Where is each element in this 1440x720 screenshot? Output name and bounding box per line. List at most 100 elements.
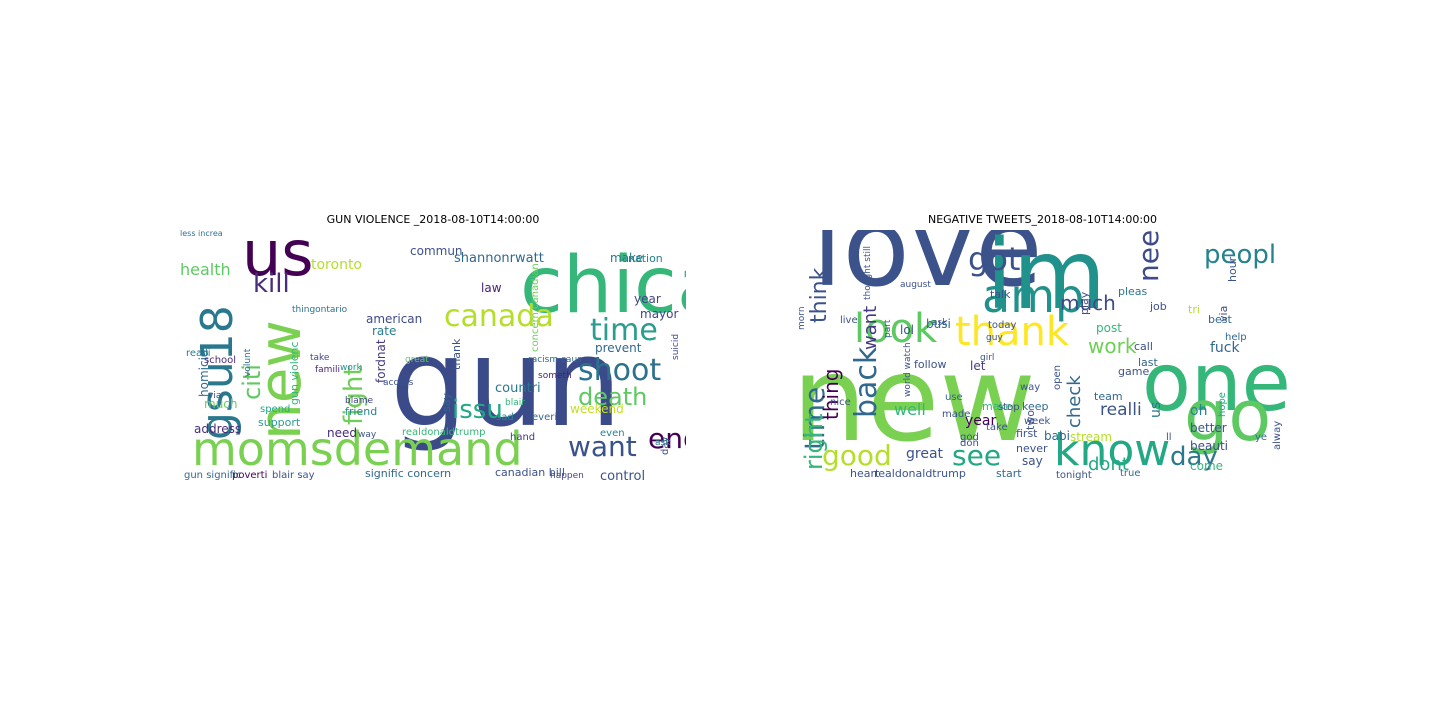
word-suicid: suicid [671,334,681,360]
word-first: first [1016,427,1038,440]
word-health: health [180,260,231,279]
word-gun-signific: gun signific [184,470,241,481]
word-shoot: shoot [578,353,661,388]
word-heart: heart [850,467,880,480]
word-homicid: homicid [197,349,211,397]
word-keep: keep [1022,400,1049,413]
word-alway: alway [1272,421,1283,450]
word-tri: tri [1188,303,1200,316]
word-school: school [204,355,236,366]
word-hand: hand [510,432,535,443]
word-right: right [800,414,828,470]
word-toronto: toronto [311,257,362,273]
word-fight: fight [339,365,369,425]
word-pleas: pleas [1118,285,1148,298]
word-kill: kill [253,269,290,299]
word-open: open [1052,365,1063,390]
word-let: let [970,359,986,373]
word-back: back [849,346,884,418]
word-girl: girl [980,353,994,363]
word-american: american [366,312,422,326]
word-want: want [860,306,881,350]
word-thank: thank [450,338,463,370]
word-say: say [1022,454,1043,468]
word-everi: everi [532,412,557,423]
word-need: need [327,426,357,440]
word-rate: rate [372,324,396,338]
word-two: two [1024,410,1037,430]
word-work: work [340,363,363,373]
word-take: take [310,353,330,363]
word-thought-still: thought still [863,246,873,300]
chart-title: GUN VIOLENCE _2018-08-10T14:00:00 [326,213,540,226]
word-weekend: weekend [570,402,624,416]
word-less-increa: less increa [180,230,223,238]
word-friend: friend [345,405,377,418]
word-never: never [1016,442,1048,455]
word-blair-say: blair say [272,470,315,481]
word-say: say [440,393,453,412]
word-much: much [1060,291,1116,315]
word-death: death [578,383,647,411]
word-realli: realli [1100,400,1142,420]
word-gsu18: gsu18 [192,305,243,440]
word-much: much [204,397,238,411]
word-address: address [194,422,241,436]
wordcloud-panel-gun-violence: GUN VIOLENCE _2018-08-10T14:00:00 gun chi… [180,210,686,485]
word-day: day [660,437,671,455]
word-talk: talk [990,288,1011,301]
word-guy: guy [986,333,1003,343]
word-great: great [906,446,944,462]
word-nation: nation [628,252,663,265]
word-concern-canadian: concern canadian [530,263,541,352]
word-via: via [208,391,221,401]
word-shannonrwatt: shannonrwatt [454,251,544,266]
word-famili: famili [315,365,340,375]
word-lol: lol [900,323,914,337]
word-us: us [1148,402,1164,418]
word-today: today [988,320,1017,331]
word-countri: countri [495,381,541,396]
word-momsdemand: momsdemand [192,422,523,476]
word-control: control [600,469,645,484]
word-way: way [1020,382,1040,393]
word-ll: ll [1166,432,1172,443]
word-live: live [840,315,858,326]
word-ask: ask [655,438,671,448]
word-us: us [242,230,314,290]
word-great: great [405,355,429,365]
word-want: want [568,430,637,463]
word-ye: ye [1255,432,1267,443]
word-morn: morn [797,306,807,330]
word-commun: commun [410,244,463,258]
word-realli: realli [186,348,211,359]
word-mayor: mayor [640,307,678,321]
word-tonight: tonight [1056,470,1092,481]
word-dont: dont [1088,454,1129,475]
word-thingontario: thingontario [292,305,348,315]
word-call: call [1134,340,1153,353]
word-nice: nice [830,397,851,408]
word-issu: issu [452,395,503,425]
word-take: take [986,422,1008,433]
word-god: god [960,432,979,443]
word-canadian-bill: canadian bill [495,466,565,479]
word-im: im [986,230,1106,331]
word-canada: canada [444,299,554,334]
word-last: last [1138,356,1159,369]
word-realdonaldtrump: realdonaldtrump [874,467,966,480]
word-fordnat: fordnat [374,339,388,383]
word-babi: babi [1044,429,1070,443]
word-access: access [383,378,414,388]
wordcloud-panel-negative-tweets: NEGATIVE TWEETS_2018-08-10T14:00:00 love… [790,210,1295,485]
word-peopl: peopl [1204,240,1276,270]
word-time: time [798,387,831,450]
word-gun: gun [390,312,622,454]
word-look: look [854,306,938,352]
word-check: check [1064,375,1085,428]
word-hope: hope [1217,392,1228,417]
word-need: need [1132,230,1165,282]
